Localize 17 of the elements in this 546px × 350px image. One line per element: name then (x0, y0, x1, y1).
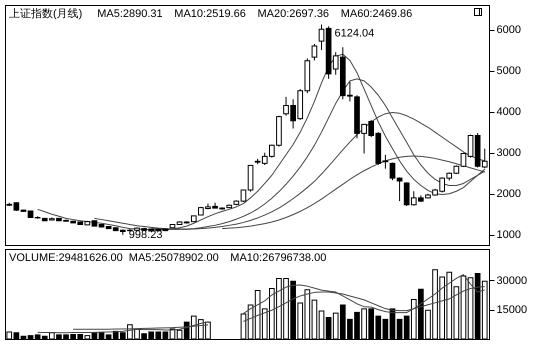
y-tick-label: 6000 (496, 24, 521, 36)
annotation: MA60:2469.86 (340, 8, 412, 20)
y-tick-label: 4000 (496, 106, 521, 118)
annotation: MA20:2697.36 (258, 8, 330, 20)
y-tick-label: 30000 (496, 274, 528, 287)
annotation: VOLUME:29481626.00 (9, 252, 123, 264)
annotation: 6124.04 (334, 28, 374, 40)
annotation: MA5:2890.31 (97, 8, 163, 20)
y-tick-label: 15000 (496, 304, 528, 316)
chart-title: 上证指数(月线) (9, 7, 82, 20)
annotation: MA5:25078902.00 (128, 252, 219, 264)
y-tick-label: 1000 (496, 229, 521, 242)
y-tick-label: 5000 (496, 65, 521, 78)
y-tick-label: 2000 (496, 188, 521, 200)
annotation: MA10:26796738.00 (230, 252, 326, 264)
annotation: MA10:2519.66 (174, 8, 246, 20)
y-tick-label: 3000 (496, 147, 521, 160)
